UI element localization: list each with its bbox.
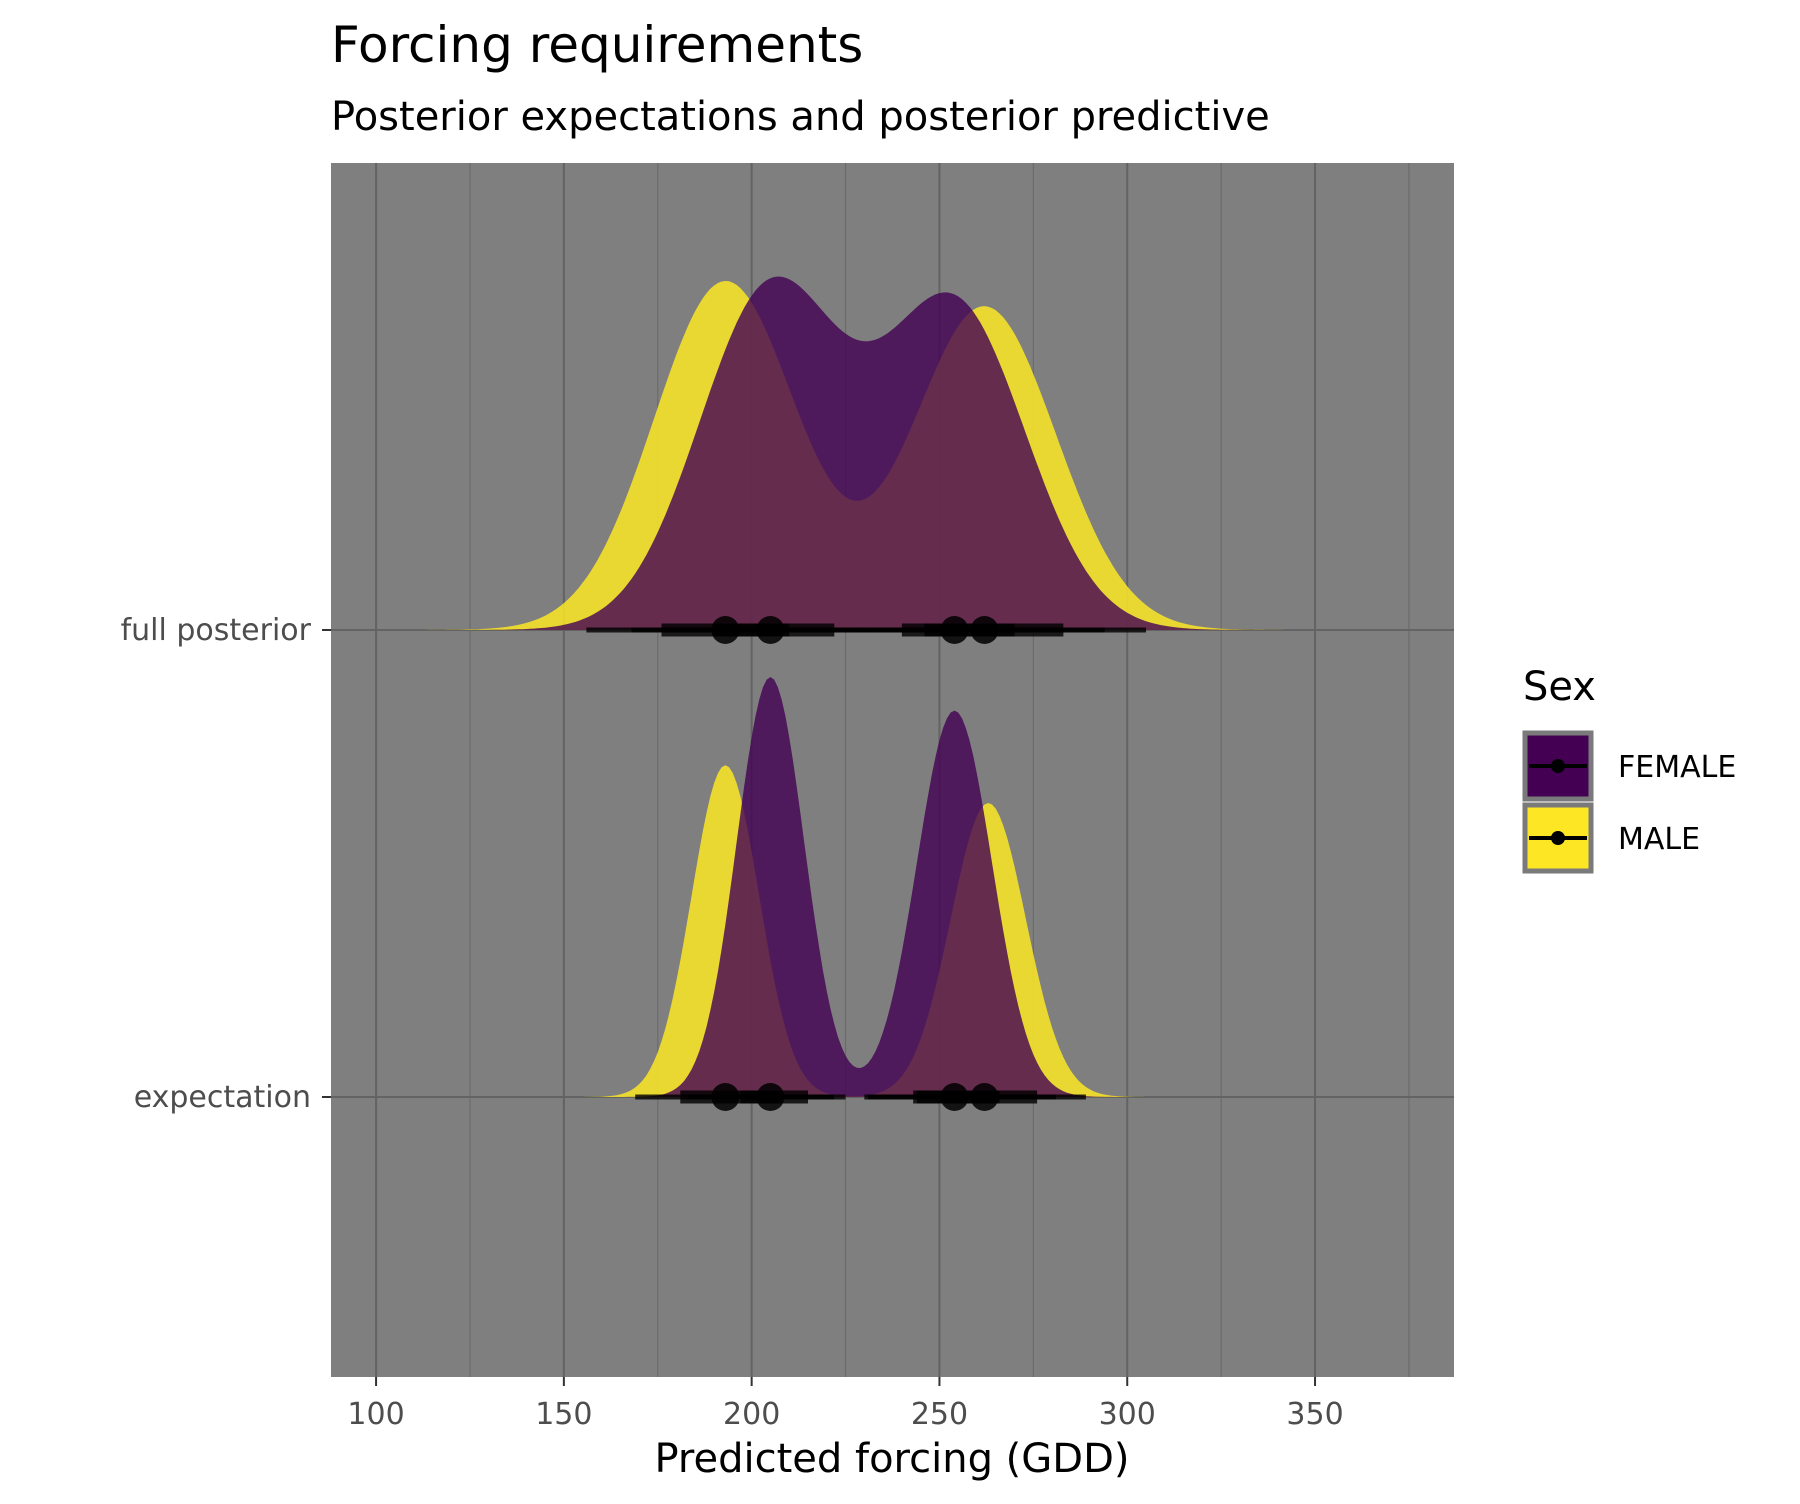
legend-title: Sex — [1523, 664, 1596, 710]
chart-subtitle: Posterior expectations and posterior pre… — [331, 94, 1270, 140]
x-axis: 100 150 200 250 300 350 — [347, 1377, 1344, 1432]
x-tick-label: 300 — [1099, 1397, 1156, 1432]
y-tick-label: expectation — [134, 1080, 311, 1115]
x-tick-label: 350 — [1286, 1397, 1343, 1432]
legend-key-point — [1551, 759, 1565, 773]
x-tick-label: 150 — [535, 1397, 592, 1432]
x-tick-label: 250 — [911, 1397, 968, 1432]
density-male — [413, 281, 1297, 630]
legend-label-male: MALE — [1618, 822, 1700, 857]
legend-key-point — [1551, 831, 1565, 845]
x-axis-title: Predicted forcing (GDD) — [655, 1436, 1130, 1482]
x-tick-label: 100 — [347, 1397, 404, 1432]
point-median — [970, 616, 999, 644]
y-axis: full posterior expectation — [121, 613, 331, 1115]
density-ridges — [413, 276, 1297, 1097]
y-tick-label: full posterior — [121, 613, 312, 648]
legend-label-female: FEMALE — [1618, 750, 1736, 785]
x-tick-label: 200 — [723, 1397, 780, 1432]
point-median — [970, 1083, 999, 1111]
legend: Sex FEMALE MALE — [1522, 664, 1736, 874]
point-median — [711, 616, 740, 644]
chart-title: Forcing requirements — [331, 16, 863, 74]
interval-marks — [586, 616, 1147, 1111]
point-median — [711, 1083, 740, 1111]
density-female — [413, 276, 1297, 630]
